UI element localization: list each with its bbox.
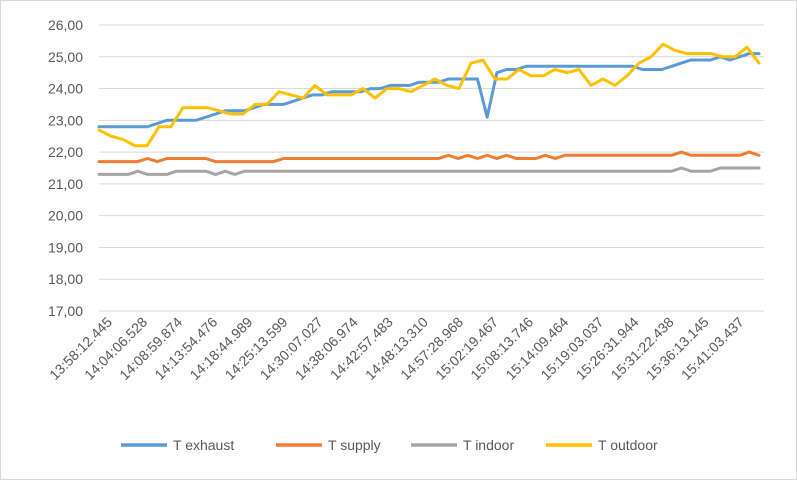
y-tick-label: 20,00 (48, 208, 83, 224)
legend-item: T outdoor (546, 437, 658, 453)
y-tick-label: 24,00 (48, 81, 83, 97)
legend-item: T supply (276, 437, 381, 453)
series-line-t-outdoor (97, 42, 761, 148)
x-axis-tick-labels: 13:58:12.44514:04:06.52814:08:59.87414:1… (46, 314, 747, 383)
series-line-t-indoor (97, 166, 761, 176)
legend-label: T supply (328, 437, 381, 453)
legend-item: T indoor (411, 437, 514, 453)
y-tick-label: 23,00 (48, 112, 83, 128)
series-line-t-supply (97, 150, 761, 164)
y-tick-label: 21,00 (48, 176, 83, 192)
y-tick-label: 17,00 (48, 303, 83, 319)
y-tick-label: 26,00 (48, 17, 83, 33)
y-tick-label: 18,00 (48, 271, 83, 287)
series-line-t-exhaust (97, 52, 761, 129)
series-lines (97, 42, 761, 176)
legend-label: T exhaust (173, 437, 234, 453)
legend-label: T indoor (463, 437, 514, 453)
legend: T exhaust T supply T indoor T outdoor (121, 437, 658, 453)
gridlines (99, 24, 764, 312)
y-tick-label: 22,00 (48, 144, 83, 160)
y-axis-tick-labels: 17,00 18,00 19,00 20,00 21,00 22,00 23,00 24,00… (48, 17, 83, 319)
y-tick-label: 19,00 (48, 239, 83, 255)
legend-item: T exhaust (121, 437, 234, 453)
legend-label: T outdoor (598, 437, 658, 453)
y-tick-label: 25,00 (48, 49, 83, 65)
